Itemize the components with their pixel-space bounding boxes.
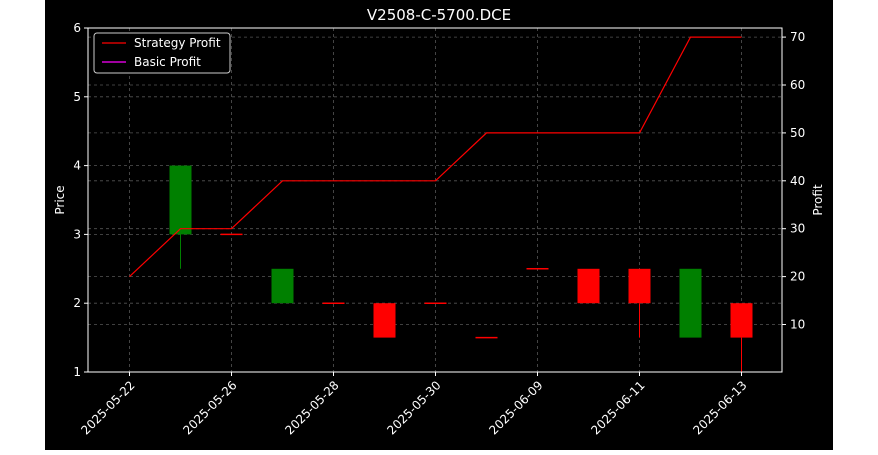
candle-body: [577, 268, 600, 304]
y-tick-label-left: 1: [73, 365, 81, 379]
legend-box: [93, 32, 231, 74]
series-line: [129, 36, 742, 278]
line-layer: [129, 36, 742, 278]
y-axis-label-right: Profit: [811, 184, 825, 216]
y-tick-label-left: 4: [73, 159, 81, 173]
candle-body: [628, 268, 651, 304]
y-tick-label-right: 20: [790, 270, 805, 284]
candle-layer: [169, 165, 753, 372]
legend: Strategy Profit Basic Profit: [93, 32, 231, 74]
legend-label-basic: Basic Profit: [134, 55, 201, 69]
y-tick-label-right: 30: [790, 222, 805, 236]
y-tick-label-left: 3: [73, 227, 81, 241]
y-tick-label-right: 50: [790, 126, 805, 140]
candle-body: [271, 268, 294, 304]
y-tick-label-left: 2: [73, 296, 81, 310]
candle-body: [373, 303, 396, 338]
candle-body: [169, 165, 192, 235]
y-tick-label-left: 6: [73, 21, 81, 35]
y-tick-label-right: 60: [790, 78, 805, 92]
y-tick-label-left: 5: [73, 90, 81, 104]
y-axis-label-left: Price: [53, 185, 67, 214]
y-tick-label-right: 70: [790, 30, 805, 44]
chart-title: V2508-C-5700.DCE: [367, 6, 511, 24]
legend-label-strategy: Strategy Profit: [134, 36, 221, 50]
y-tick-label-right: 10: [790, 318, 805, 332]
candle-body: [730, 303, 753, 338]
candle-body: [679, 268, 702, 338]
y-tick-label-right: 40: [790, 174, 805, 188]
